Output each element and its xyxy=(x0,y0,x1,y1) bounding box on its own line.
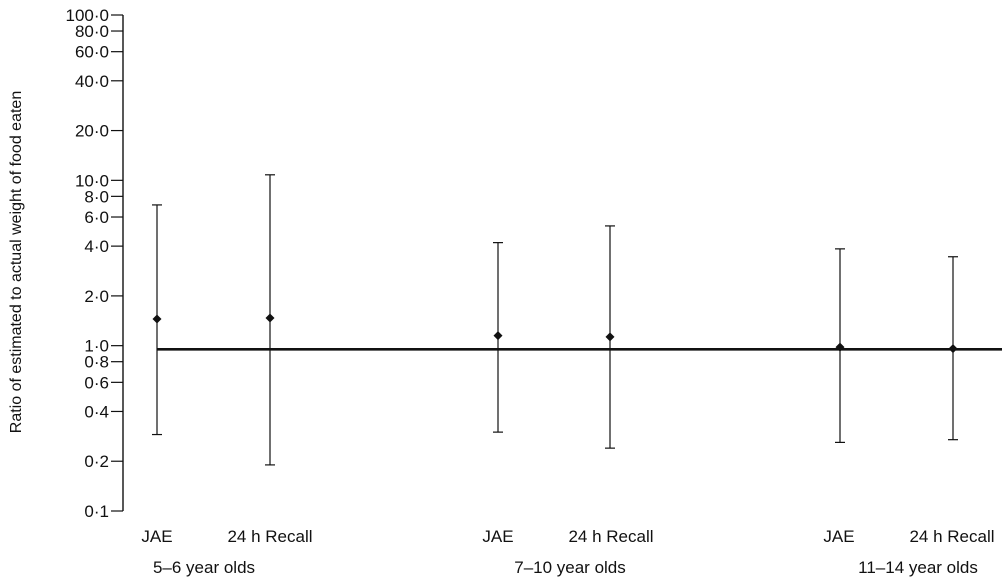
data-point-diamond xyxy=(948,344,958,354)
category-label: 24 h Recall xyxy=(227,527,312,546)
x-labels: JAE 24 h Recall 5–6 year olds JAE 24 h Recal… xyxy=(141,527,994,577)
data-marks xyxy=(152,174,958,466)
y-tick-label: 0·8 xyxy=(84,353,109,372)
y-tick-label: 0·4 xyxy=(84,402,109,421)
y-tick-label: 2·0 xyxy=(84,287,109,306)
category-label: 24 h Recall xyxy=(568,527,653,546)
y-tick-label: 60·0 xyxy=(75,43,109,62)
data-point-diamond xyxy=(493,331,503,341)
group-label: 7–10 year olds xyxy=(514,558,626,577)
data-point-diamond xyxy=(265,313,275,323)
category-label: 24 h Recall xyxy=(909,527,994,546)
y-ticks: 0·1 0·2 0·4 0·60·81·0 2·0 4·0 6·0 8·010·0 20·0 40… xyxy=(66,6,123,521)
y-tick-label: 0·2 xyxy=(84,452,109,471)
y-tick-label: 100·0 xyxy=(66,6,109,25)
y-tick-label: 0·1 xyxy=(84,502,109,521)
y-tick-label: 40·0 xyxy=(75,72,109,91)
group-label: 5–6 year olds xyxy=(153,558,255,577)
y-tick-label: 4·0 xyxy=(84,237,109,256)
group-label: 11–14 year olds xyxy=(858,558,978,577)
data-point-diamond xyxy=(605,332,615,342)
y-tick-label: 1·0 xyxy=(84,337,109,356)
category-label: JAE xyxy=(482,527,513,546)
y-tick-label: 20·0 xyxy=(75,122,109,141)
category-label: JAE xyxy=(823,527,854,546)
y-tick-label: 10·0 xyxy=(75,171,109,190)
category-label: JAE xyxy=(141,527,172,546)
y-axis-title: Ratio of estimated to actual weight of f… xyxy=(8,91,25,433)
y-tick-label: 80·0 xyxy=(75,22,109,41)
y-tick-label: 0·6 xyxy=(84,373,109,392)
y-tick-label: 6·0 xyxy=(84,208,109,227)
data-point-diamond xyxy=(152,314,162,324)
data-point-diamond xyxy=(835,342,845,352)
y-tick-label: 8·0 xyxy=(84,187,109,206)
